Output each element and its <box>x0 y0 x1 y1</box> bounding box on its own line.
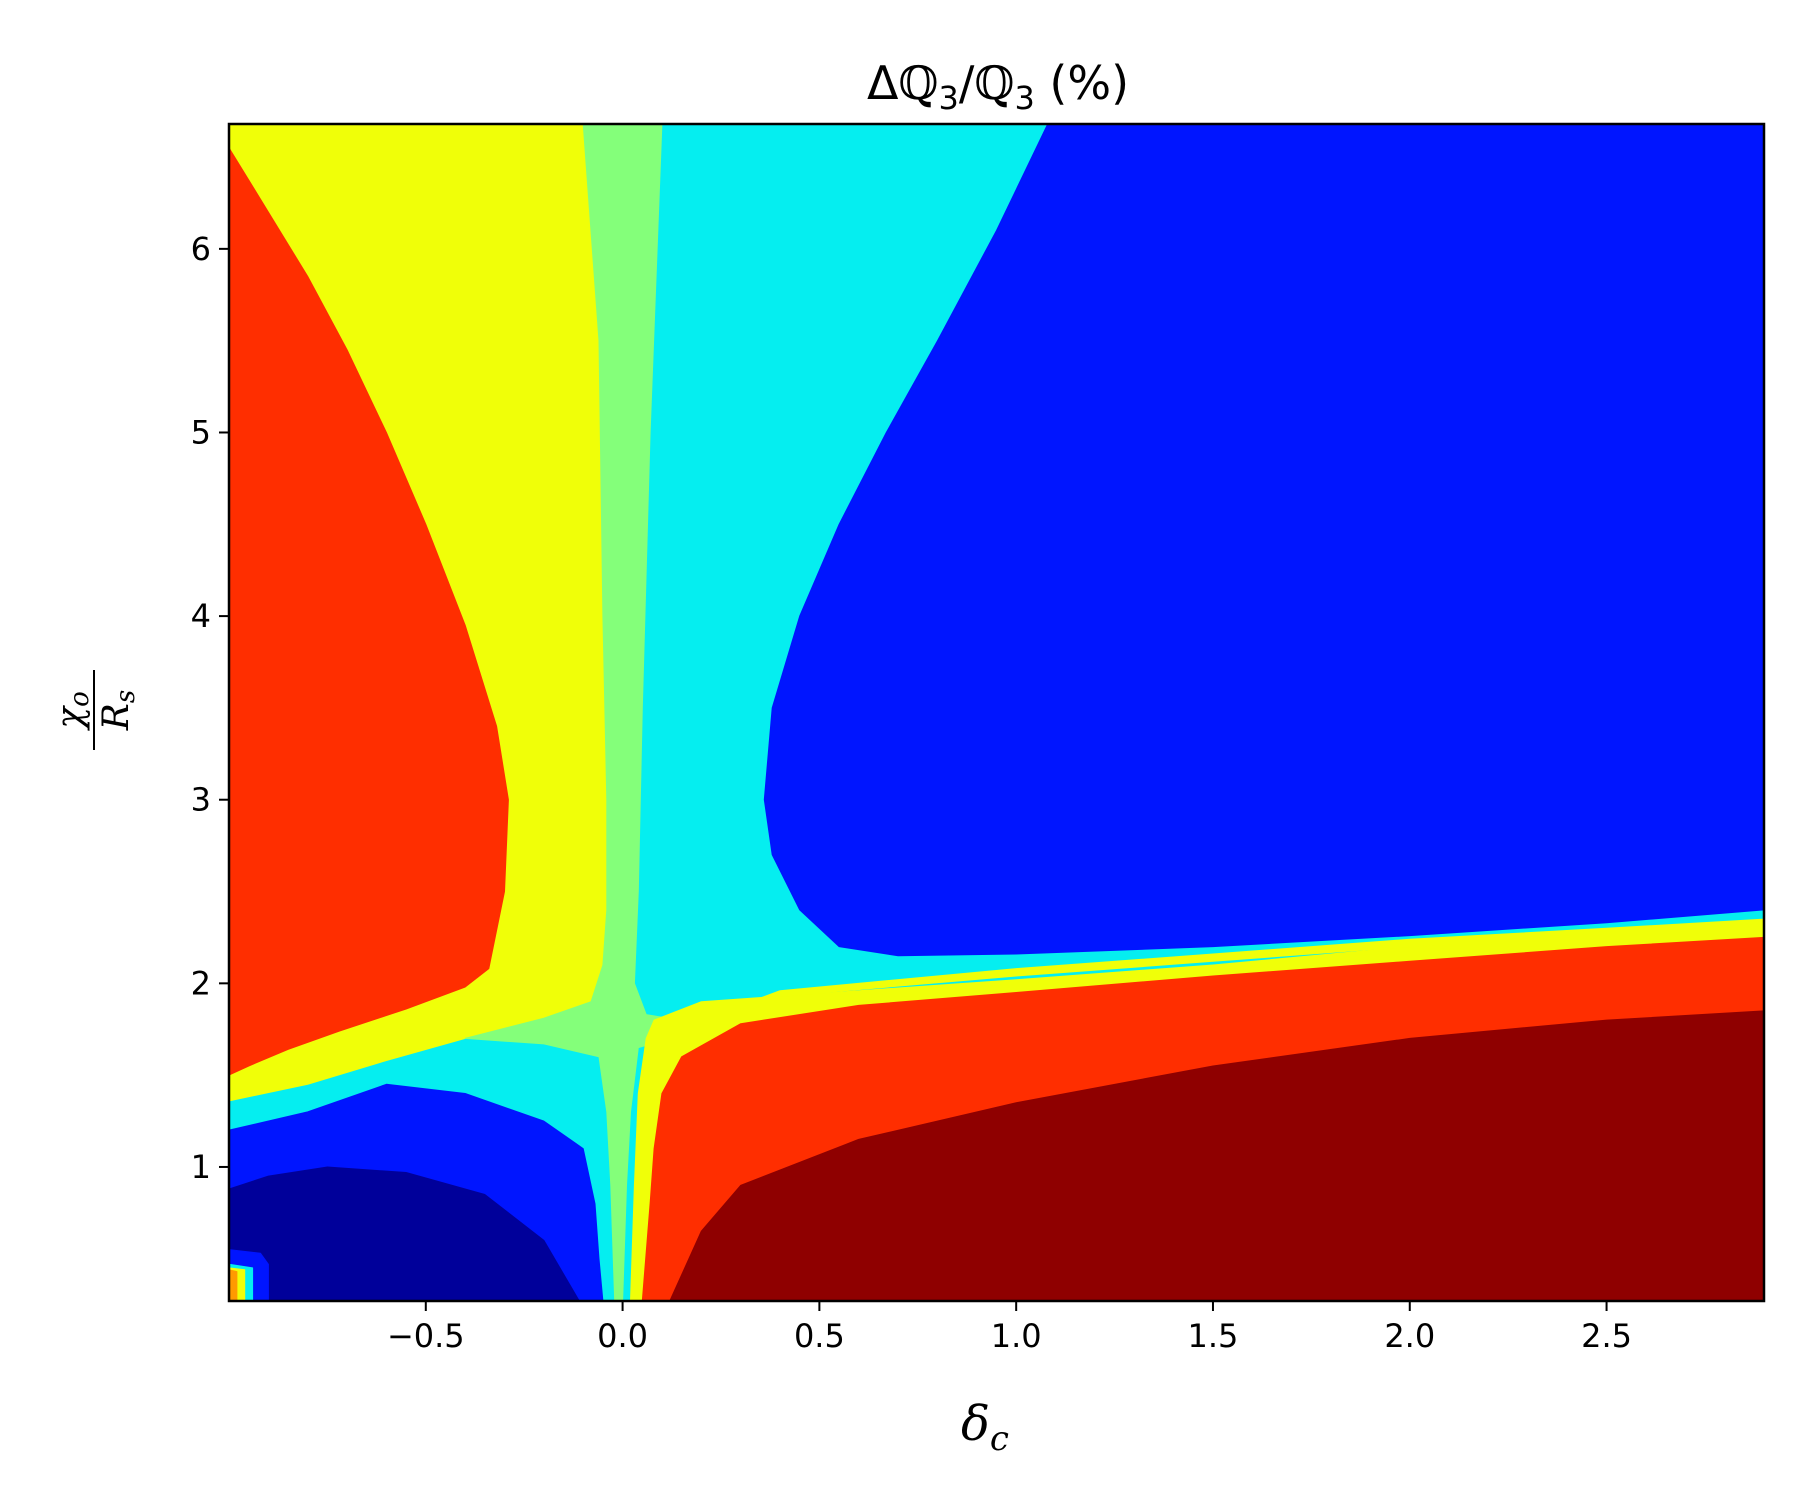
title-q1: ℚ <box>898 56 938 110</box>
y-tick-label: 6 <box>191 230 211 268</box>
y-label-denominator: Rs <box>96 690 141 731</box>
x-tick-label: 0.5 <box>794 1317 845 1355</box>
y-tick-label: 2 <box>191 964 211 1002</box>
y-tick-label: 5 <box>191 413 211 451</box>
y-axis-ticks: 1 2 3 4 5 6 <box>191 230 229 1186</box>
y-label-num-sub: o <box>65 691 95 707</box>
y-tick-label: 1 <box>191 1148 211 1186</box>
x-tick-label: 1.5 <box>1188 1317 1239 1355</box>
y-label-den-sub: s <box>111 690 141 703</box>
x-tick-label: 2.5 <box>1581 1317 1632 1355</box>
y-tick-label: 3 <box>191 781 211 819</box>
contour-regions <box>229 124 1764 1301</box>
x-tick-label: 1.0 <box>991 1317 1042 1355</box>
title-sep: / <box>959 56 975 110</box>
chart-title: Δℚ3/ℚ3 (%) <box>867 56 1129 117</box>
plot-frame <box>227 122 1766 1303</box>
x-label-main: δ <box>961 1396 990 1452</box>
region-green-vertical-strip <box>464 124 702 1301</box>
title-sub2: 3 <box>1014 79 1034 117</box>
region-red-left-lobe <box>229 147 509 1076</box>
y-label-num: χ <box>50 705 91 732</box>
region-yellow-top-stripe <box>759 918 1764 999</box>
x-label-sub: c <box>990 1419 1009 1459</box>
y-label-den: R <box>96 703 137 731</box>
title-delta: Δ <box>867 56 899 110</box>
title-sub1: 3 <box>939 79 959 117</box>
x-axis-ticks: −0.5 0.0 0.5 1.0 1.5 2.0 2.5 <box>387 1301 1632 1355</box>
title-q2: ℚ <box>974 56 1014 110</box>
region-blue-upper-right <box>763 124 1764 957</box>
x-tick-label: 0.0 <box>597 1317 648 1355</box>
y-axis-label: χo Rs <box>50 670 141 750</box>
y-label-numerator: χo <box>50 691 95 731</box>
region-dark-red-region <box>669 1010 1764 1301</box>
x-tick-label: 2.0 <box>1384 1317 1435 1355</box>
region-dark-blue-lower-left <box>229 1166 580 1301</box>
title-suffix: (%) <box>1035 56 1129 110</box>
x-axis-label: δc <box>961 1396 1009 1459</box>
y-tick-label: 4 <box>191 597 211 635</box>
region-corner-artifact-orange <box>229 1269 238 1301</box>
x-tick-label: −0.5 <box>387 1317 465 1355</box>
